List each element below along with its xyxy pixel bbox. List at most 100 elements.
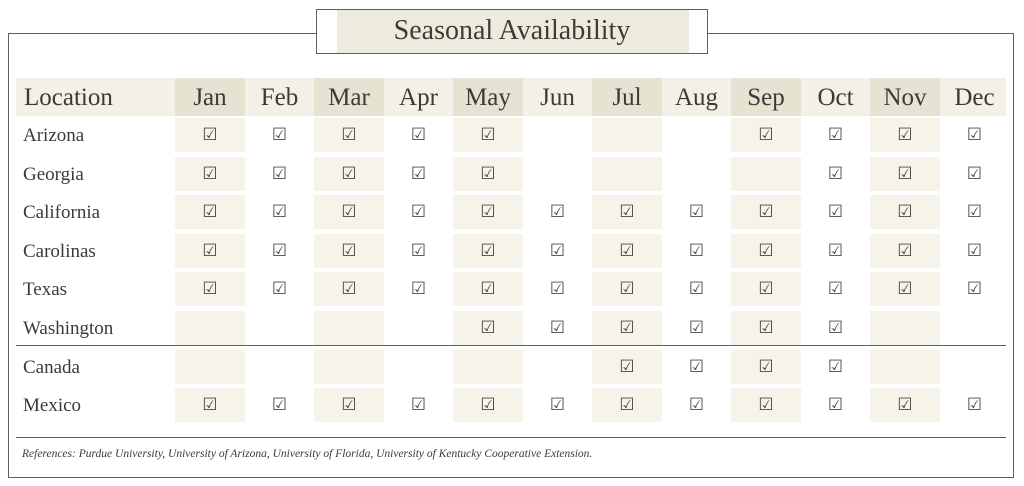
shaded-column-may [453, 78, 523, 426]
checkbox-icon: ☑ [341, 163, 357, 184]
checkbox-icon: ☑ [202, 279, 218, 300]
checkbox-icon: ☑ [619, 279, 635, 300]
checkbox-icon: ☑ [966, 125, 983, 145]
shaded-cell [175, 349, 245, 384]
checkbox-icon: ☑ [619, 202, 635, 223]
checkbox-icon: ☑ [480, 279, 496, 300]
checkbox-icon: ☑ [966, 163, 983, 184]
checkbox-icon: ☑ [202, 163, 218, 184]
checkbox-icon: ☑ [549, 395, 566, 416]
shaded-cell [592, 233, 662, 268]
shaded-cell [592, 388, 662, 423]
shaded-cell [175, 388, 245, 423]
checkbox-icon: ☑ [758, 395, 774, 416]
availability-table: Location Jan Feb Mar Apr May Jun Jul Aug Sep Oct N… [16, 78, 1006, 426]
shaded-column-mar [314, 78, 384, 426]
shaded-cell [592, 311, 662, 345]
checkbox-icon: ☑ [271, 202, 288, 223]
shaded-cell [592, 272, 662, 307]
shaded-cell [870, 156, 940, 191]
checkbox-icon: ☑ [341, 202, 357, 223]
month-header-nov: Nov [883, 84, 927, 111]
shaded-cell [453, 272, 523, 307]
checkbox-icon: ☑ [827, 395, 844, 416]
shaded-cell [453, 156, 523, 191]
checkbox-icon: ☑ [619, 356, 635, 377]
shaded-cell [870, 388, 940, 423]
checkbox-icon: ☑ [966, 240, 983, 261]
checkbox-icon: ☑ [202, 202, 218, 223]
checkbox-icon: ☑ [341, 240, 357, 261]
checkbox-icon: ☑ [410, 163, 427, 184]
checkbox-icon: ☑ [480, 163, 496, 184]
shaded-cell [314, 311, 384, 345]
checkbox-icon: ☑ [271, 163, 288, 184]
shaded-cell [731, 272, 801, 307]
page-title: Seasonal Availability [393, 15, 631, 46]
shaded-cell [453, 195, 523, 230]
checkbox-icon: ☑ [827, 163, 844, 184]
shaded-cell [175, 233, 245, 268]
checkbox-icon: ☑ [758, 279, 774, 300]
references-text: References: Purdue University, Universit… [22, 448, 593, 460]
checkbox-icon: ☑ [480, 202, 496, 223]
shaded-cell [592, 349, 662, 384]
checkbox-icon: ☑ [549, 202, 566, 223]
row-label-arizona: Arizona [23, 125, 85, 146]
checkbox-icon: ☑ [966, 279, 983, 300]
shaded-cell [453, 118, 523, 152]
shaded-cell [592, 156, 662, 191]
shaded-cell [175, 118, 245, 152]
shaded-cell [731, 118, 801, 152]
checkbox-icon: ☑ [410, 125, 427, 145]
checkbox-icon: ☑ [688, 240, 705, 261]
shaded-cell [731, 311, 801, 345]
checkbox-icon: ☑ [619, 318, 635, 338]
shaded-cell [175, 195, 245, 230]
shaded-column-jul [592, 78, 662, 426]
checkbox-icon: ☑ [827, 125, 844, 145]
shaded-header-cell [731, 78, 801, 116]
month-header-apr: Apr [399, 84, 438, 111]
shaded-header-cell [314, 78, 384, 116]
shaded-header-cell [453, 78, 523, 116]
checkbox-icon: ☑ [758, 240, 774, 261]
checkbox-icon: ☑ [202, 395, 218, 416]
month-header-jul: Jul [612, 84, 642, 111]
checkbox-icon: ☑ [758, 202, 774, 223]
shaded-cell [731, 156, 801, 191]
checkbox-icon: ☑ [480, 395, 496, 416]
checkbox-icon: ☑ [549, 279, 566, 300]
row-label-texas: Texas [23, 279, 68, 301]
month-header-jan: Jan [193, 84, 227, 111]
checkbox-icon: ☑ [271, 395, 288, 416]
checkbox-icon: ☑ [688, 202, 705, 223]
checkbox-icon: ☑ [827, 318, 844, 338]
checkbox-icon: ☑ [897, 240, 913, 261]
month-header-dec: Dec [954, 84, 995, 111]
shaded-cell [314, 156, 384, 191]
shaded-cell [731, 233, 801, 268]
shaded-cell [870, 311, 940, 345]
shaded-cell [870, 118, 940, 152]
shaded-column-sep [731, 78, 801, 426]
shaded-cell [592, 118, 662, 152]
checkbox-icon: ☑ [480, 125, 496, 145]
checkbox-icon: ☑ [966, 202, 983, 223]
checkbox-icon: ☑ [202, 125, 218, 145]
shaded-header-cell [175, 78, 245, 116]
title-box: Seasonal Availability [316, 9, 708, 54]
checkbox-icon: ☑ [410, 202, 427, 223]
shaded-cell [453, 388, 523, 423]
checkbox-icon: ☑ [549, 318, 566, 338]
shaded-cell [870, 195, 940, 230]
checkbox-icon: ☑ [827, 356, 844, 377]
checkbox-icon: ☑ [688, 395, 705, 416]
shaded-cell [175, 156, 245, 191]
shaded-cell [453, 311, 523, 345]
shaded-cell [453, 233, 523, 268]
checkbox-icon: ☑ [410, 279, 427, 300]
location-column-header: Location [24, 84, 113, 111]
shaded-cell [453, 349, 523, 384]
shaded-cell [731, 388, 801, 423]
